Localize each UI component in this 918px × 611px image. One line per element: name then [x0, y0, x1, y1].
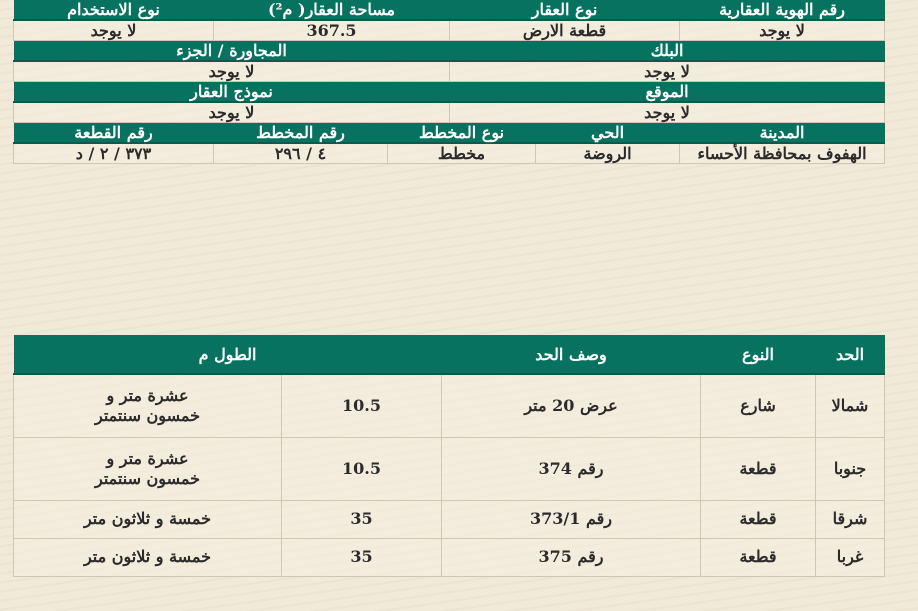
- table-row: غربا قطعة رقم 375 35 خمسة و ثلاثون متر: [13, 537, 885, 577]
- description: رقم 373/1: [441, 499, 701, 539]
- length-text: عشرة متر و خمسون سنتمتر: [13, 373, 282, 438]
- header-description: وصف الحد: [441, 335, 701, 375]
- length-text: خمسة و ثلاثون متر: [13, 537, 282, 577]
- header-area: مساحة العقار( م²): [213, 0, 450, 21]
- value-property-id: لا يوجد: [679, 19, 886, 41]
- header-neighborhood-part: المجاورة / الجزء: [13, 40, 450, 62]
- length: 35: [281, 499, 442, 539]
- header-block: البلك: [449, 40, 885, 62]
- side: غربا: [815, 537, 885, 577]
- boundaries-table: الحد النوع وصف الحد الطول م شمالا شارع ع…: [13, 335, 885, 577]
- length: 35: [281, 537, 442, 577]
- value-block: لا يوجد: [449, 60, 886, 82]
- value-property-type: قطعة الارض: [449, 19, 681, 41]
- table-row: شمالا شارع عرض 20 متر 10.5 عشرة متر و خم…: [13, 373, 885, 438]
- header-city: المدينة: [679, 122, 885, 144]
- length: 10.5: [281, 436, 442, 501]
- header-side: الحد: [815, 335, 885, 375]
- type: قطعة: [700, 537, 816, 577]
- header-plan-type: نوع المخطط: [387, 122, 536, 144]
- type: قطعة: [700, 436, 816, 501]
- length: 10.5: [281, 373, 442, 438]
- header-plan-number: رقم المخطط: [213, 122, 388, 144]
- header-property-type: نوع العقار: [449, 0, 680, 21]
- value-usage-type: لا يوجد: [13, 19, 214, 41]
- header-length: الطول م: [13, 335, 442, 375]
- header-plot-number: رقم القطعة: [13, 122, 214, 144]
- table-row: شرقا قطعة رقم 373/1 35 خمسة و ثلاثون متر: [13, 499, 885, 539]
- value-property-model: لا يوجد: [12, 101, 451, 123]
- length-text: عشرة متر و خمسون سنتمتر: [13, 436, 282, 501]
- length-text: خمسة و ثلاثون متر: [13, 499, 282, 539]
- header-type: النوع: [700, 335, 816, 375]
- header-location: الموقع: [449, 81, 885, 103]
- side: شمالا: [815, 373, 885, 438]
- description: عرض 20 متر: [441, 373, 701, 438]
- side: جنوبا: [815, 436, 885, 501]
- value-area: 367.5: [212, 19, 451, 41]
- value-plot-number: ٣٧٣ / ٢ / د: [13, 142, 214, 164]
- value-location: لا يوجد: [449, 101, 886, 123]
- table-row: جنوبا قطعة رقم 374 10.5 عشرة متر و خمسون…: [13, 436, 885, 501]
- type: قطعة: [700, 499, 816, 539]
- description: رقم 375: [441, 537, 701, 577]
- value-city: الهفوف بمحافظة الأحساء: [679, 142, 886, 164]
- value-plan-type: مخطط: [387, 142, 537, 164]
- header-usage-type: نوع الاستخدام: [13, 0, 214, 21]
- value-neighborhood-part: لا يوجد: [12, 60, 451, 82]
- header-property-id: رقم الهوية العقارية: [679, 0, 885, 21]
- value-district: الروضة: [535, 142, 681, 164]
- boundaries-header-row: الحد النوع وصف الحد الطول م: [13, 335, 885, 375]
- value-plan-number: ٤ / ٢٩٦: [212, 142, 389, 164]
- side: شرقا: [815, 499, 885, 539]
- header-district: الحي: [535, 122, 680, 144]
- description: رقم 374: [441, 436, 701, 501]
- type: شارع: [700, 373, 816, 438]
- property-info-grid: رقم الهوية العقارية نوع العقار مساحة الع…: [12, 0, 886, 164]
- header-property-model: نموذج العقار: [13, 81, 450, 103]
